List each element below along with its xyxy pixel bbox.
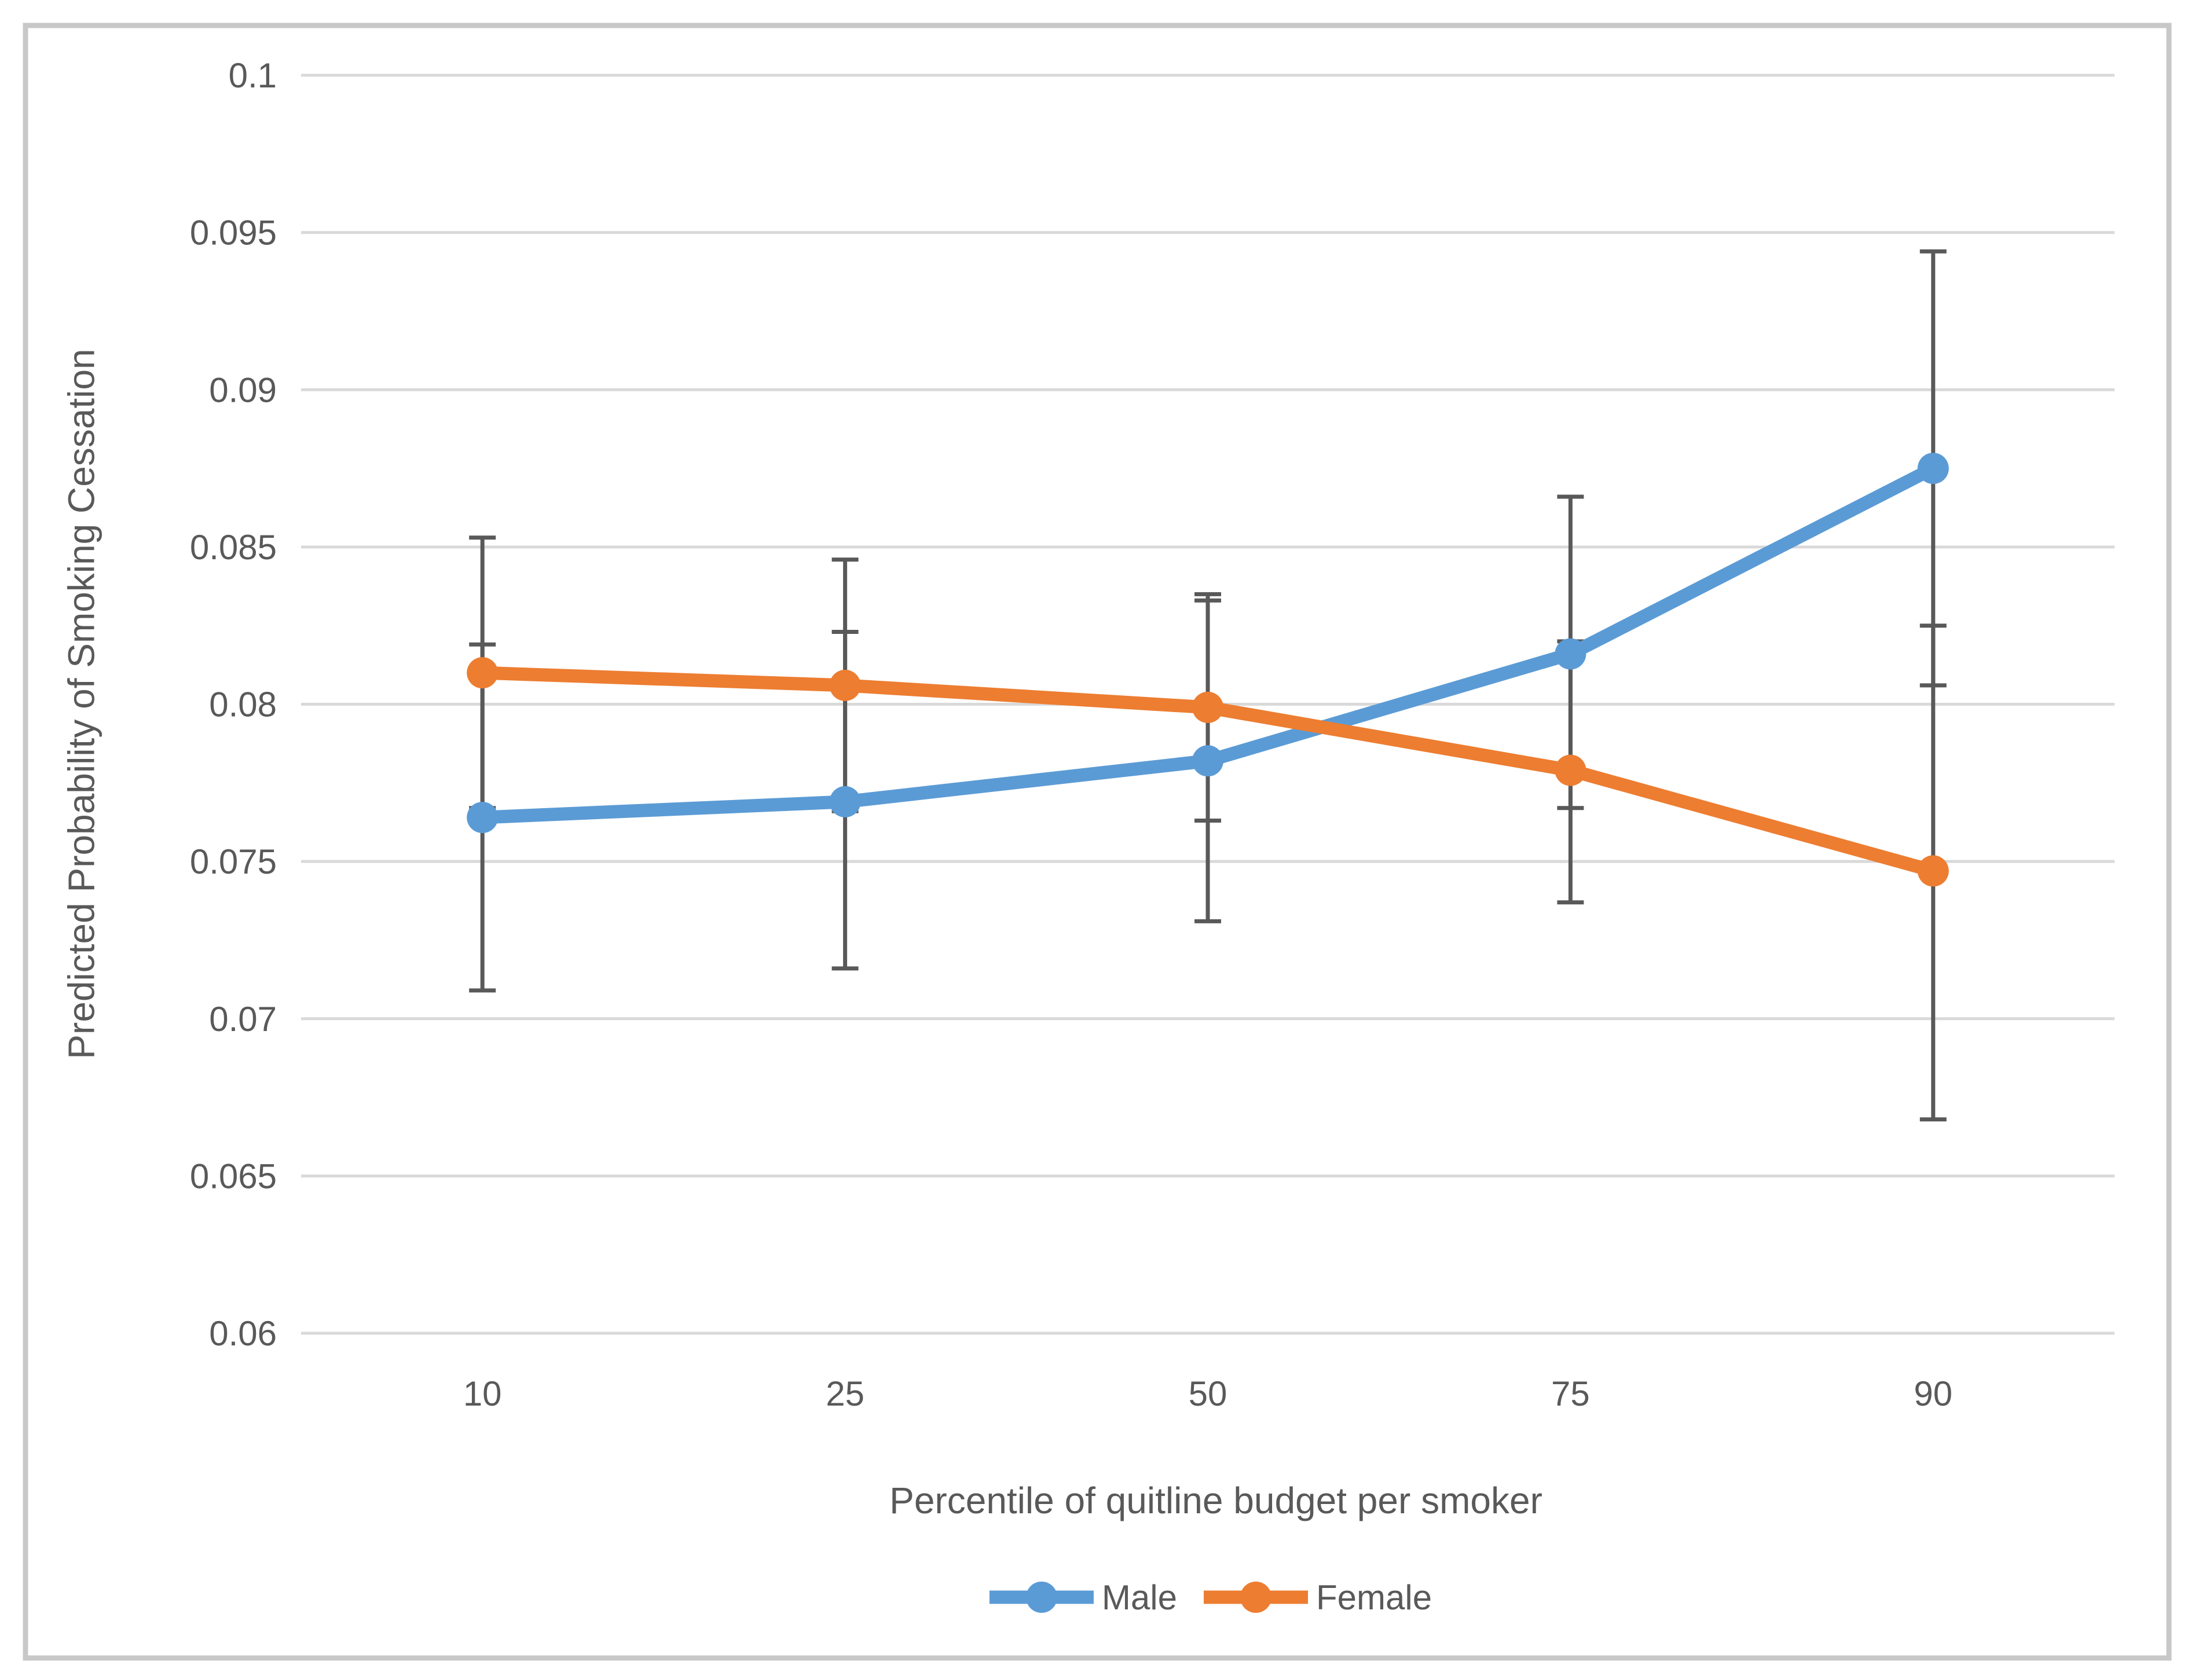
legend-circle-marker-icon bbox=[1240, 1582, 1271, 1613]
y-tick-label: 0.1 bbox=[229, 56, 277, 95]
x-tick-label: 25 bbox=[826, 1374, 864, 1413]
legend-label: Female bbox=[1316, 1578, 1432, 1617]
legend: Male Female bbox=[989, 1578, 1432, 1617]
gridlines bbox=[301, 74, 2115, 1335]
x-tick-label: 75 bbox=[1551, 1374, 1590, 1413]
y-axis-title: Predicted Probability of Smoking Cessati… bbox=[60, 349, 102, 1059]
legend-item-female[interactable]: Female bbox=[1203, 1578, 1432, 1617]
data-point-female-25 bbox=[829, 669, 861, 701]
data-point-male-75 bbox=[1555, 638, 1586, 670]
legend-circle-marker-icon bbox=[1025, 1582, 1057, 1613]
data-point-female-10 bbox=[467, 657, 499, 689]
x-tick-label: 50 bbox=[1189, 1374, 1227, 1413]
x-tick-label: 10 bbox=[463, 1374, 502, 1413]
y-tick-label: 0.065 bbox=[190, 1157, 277, 1195]
legend-label: Male bbox=[1102, 1578, 1177, 1617]
y-axis-tick-labels: 0.1 0.095 0.09 0.085 0.08 0.075 0.07 0.065 0.06 bbox=[190, 56, 277, 1353]
data-point-male-10 bbox=[467, 802, 499, 834]
data-point-female-90 bbox=[1917, 855, 1949, 887]
x-axis-title: Percentile of quitline budget per smoker bbox=[889, 1480, 1542, 1521]
y-tick-label: 0.06 bbox=[209, 1314, 277, 1353]
y-tick-label: 0.095 bbox=[190, 214, 277, 252]
y-tick-label: 0.08 bbox=[209, 685, 277, 724]
chart-border bbox=[23, 23, 2172, 1661]
y-tick-label: 0.07 bbox=[209, 1000, 277, 1039]
x-tick-label: 90 bbox=[1914, 1374, 1952, 1413]
data-point-male-90 bbox=[1917, 453, 1949, 485]
data-point-markers bbox=[467, 453, 1949, 887]
legend-item-male[interactable]: Male bbox=[989, 1578, 1177, 1617]
data-point-male-50 bbox=[1192, 745, 1223, 777]
data-point-female-75 bbox=[1555, 754, 1586, 786]
y-tick-label: 0.085 bbox=[190, 528, 277, 567]
data-point-female-50 bbox=[1192, 691, 1223, 723]
data-point-male-25 bbox=[829, 786, 861, 817]
y-tick-label: 0.075 bbox=[190, 842, 277, 881]
x-axis-tick-labels: 10 25 50 75 90 bbox=[463, 1374, 1952, 1413]
y-tick-label: 0.09 bbox=[209, 371, 277, 409]
